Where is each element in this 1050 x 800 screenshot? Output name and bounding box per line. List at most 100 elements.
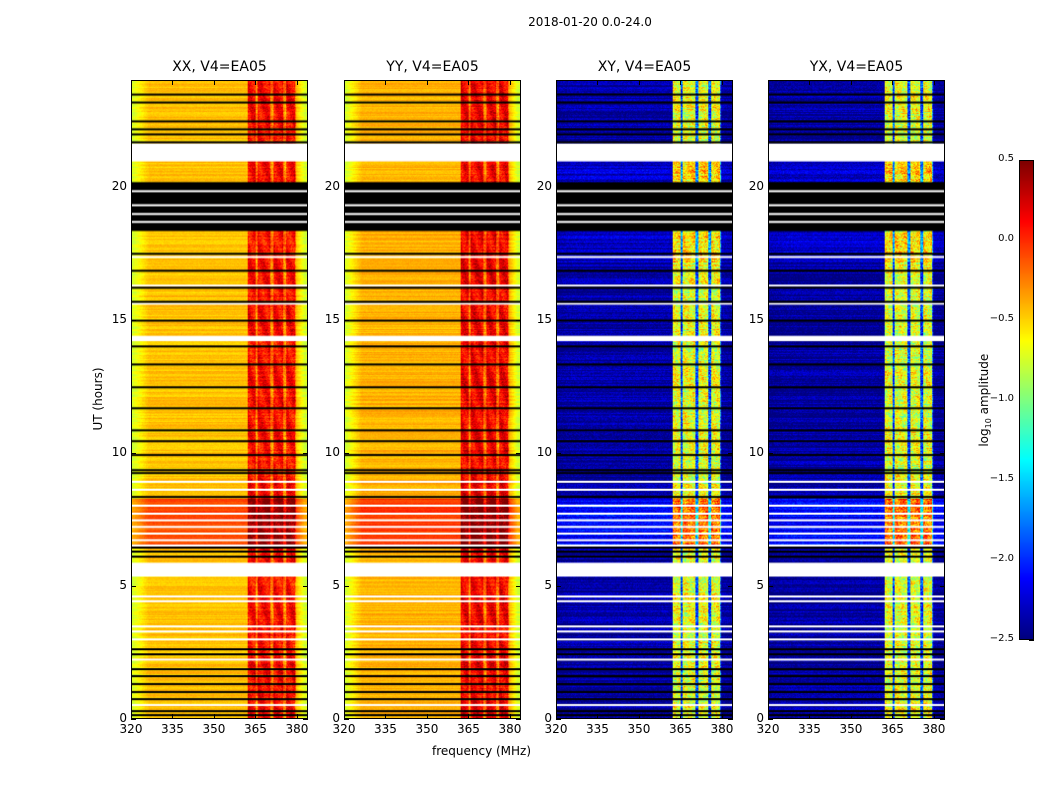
x-tick-mark <box>680 80 682 85</box>
y-tick-label: 0 <box>756 711 764 725</box>
y-tick-mark <box>768 186 773 188</box>
x-tick-label: 320 <box>544 722 568 736</box>
x-tick-mark <box>131 80 132 85</box>
colorbar <box>1019 160 1034 640</box>
x-tick-label: 320 <box>332 722 356 736</box>
y-tick-mark <box>728 452 733 454</box>
x-tick-mark <box>344 80 345 85</box>
x-tick-mark <box>556 80 557 85</box>
x-tick-label: 350 <box>202 722 226 736</box>
x-tick-mark <box>556 714 557 719</box>
y-axis-label: UT (hours) <box>91 367 105 431</box>
y-tick-label: 0 <box>332 711 340 725</box>
x-tick-label: 380 <box>285 722 309 736</box>
heatmap-panel-yx <box>768 80 945 719</box>
y-tick-mark <box>728 319 733 321</box>
x-tick-mark <box>213 80 215 85</box>
y-tick-mark <box>303 186 308 188</box>
heatmap-panel-yy <box>344 80 521 719</box>
x-tick-mark <box>809 80 811 85</box>
y-tick-label: 5 <box>544 577 552 592</box>
y-tick-label: 20 <box>748 178 764 193</box>
y-tick-label: 15 <box>748 311 764 326</box>
x-tick-mark <box>426 80 428 85</box>
y-tick-label: 5 <box>756 577 764 592</box>
heatmap-image <box>557 81 732 718</box>
x-tick-mark <box>213 714 215 719</box>
x-tick-mark <box>426 714 428 719</box>
x-tick-label: 365 <box>244 722 267 736</box>
x-tick-mark <box>892 714 894 719</box>
y-tick-label: 15 <box>111 311 127 326</box>
x-tick-mark <box>468 80 470 85</box>
y-tick-mark <box>131 719 136 720</box>
x-tick-mark <box>850 80 852 85</box>
y-tick-mark <box>940 585 945 587</box>
y-tick-label: 20 <box>111 178 127 193</box>
x-tick-mark <box>638 714 640 719</box>
x-tick-mark <box>721 714 723 719</box>
y-tick-mark <box>516 719 521 720</box>
figure-title: 2018-01-20 0.0-24.0 <box>528 15 652 29</box>
x-tick-label: 335 <box>586 722 609 736</box>
panel-title: YX, V4=EA05 <box>809 59 904 75</box>
x-tick-mark <box>850 714 852 719</box>
heatmap-panel-xy <box>556 80 733 719</box>
y-tick-mark <box>131 452 136 454</box>
y-tick-label: 20 <box>324 178 340 193</box>
y-tick-mark <box>516 452 521 454</box>
y-tick-mark <box>940 719 945 720</box>
colorbar-label: log10 amplitude <box>976 353 994 447</box>
x-tick-label: 365 <box>881 722 904 736</box>
x-tick-mark <box>172 714 174 719</box>
y-tick-mark <box>768 319 773 321</box>
y-tick-mark <box>556 719 561 720</box>
colorbar-tick-label: −2.0 <box>989 553 1014 564</box>
y-tick-mark <box>556 452 561 454</box>
x-tick-mark <box>638 80 640 85</box>
x-tick-mark <box>255 80 257 85</box>
y-tick-label: 10 <box>324 444 340 459</box>
y-tick-mark <box>940 319 945 321</box>
x-tick-mark <box>809 714 811 719</box>
y-tick-mark <box>344 186 349 188</box>
panel-title: YY, V4=EA05 <box>386 59 479 75</box>
x-tick-label: 335 <box>374 722 397 736</box>
x-tick-mark <box>597 80 599 85</box>
y-tick-mark <box>303 319 308 321</box>
y-tick-mark <box>768 719 773 720</box>
y-tick-mark <box>131 319 136 321</box>
x-tick-mark <box>296 80 298 85</box>
x-tick-mark <box>172 80 174 85</box>
y-tick-mark <box>768 452 773 454</box>
y-tick-label: 5 <box>332 577 340 592</box>
heatmap-panel-xx <box>131 80 308 719</box>
y-tick-mark <box>516 585 521 587</box>
y-tick-mark <box>556 186 561 188</box>
heatmap-image <box>345 81 520 718</box>
x-tick-label: 380 <box>922 722 946 736</box>
y-tick-label: 20 <box>536 178 552 193</box>
panel-title: XY, V4=EA05 <box>597 59 692 75</box>
y-tick-mark <box>728 186 733 188</box>
y-tick-mark <box>768 585 773 587</box>
y-tick-mark <box>728 719 733 720</box>
y-tick-mark <box>940 186 945 188</box>
x-tick-label: 320 <box>756 722 780 736</box>
colorbar-tick-label: 0.0 <box>998 233 1014 244</box>
y-tick-mark <box>344 452 349 454</box>
x-tick-mark <box>768 80 769 85</box>
y-tick-label: 10 <box>536 444 552 459</box>
y-tick-mark <box>516 319 521 321</box>
x-tick-mark <box>468 714 470 719</box>
x-tick-label: 365 <box>457 722 480 736</box>
x-tick-mark <box>721 80 723 85</box>
heatmap-image <box>769 81 944 718</box>
x-tick-label: 335 <box>161 722 184 736</box>
y-tick-mark <box>344 319 349 321</box>
y-tick-mark <box>344 719 349 720</box>
y-tick-mark <box>131 585 136 587</box>
x-tick-mark <box>933 80 935 85</box>
panel-title: XX, V4=EA05 <box>172 59 267 75</box>
colorbar-tick-label: −1.5 <box>989 473 1014 484</box>
